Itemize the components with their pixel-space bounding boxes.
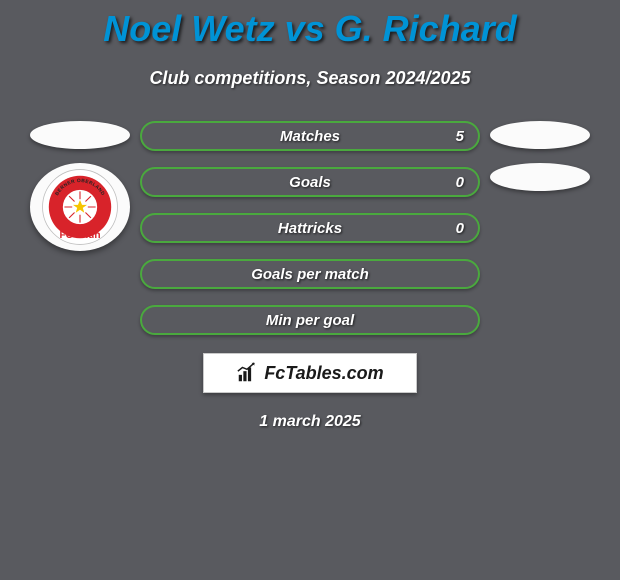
stat-label: Goals xyxy=(289,174,331,191)
stat-bar-hattricks: Hattricks 0 xyxy=(140,213,480,243)
stat-label: Min per goal xyxy=(266,312,354,329)
fc-thun-logo-icon: BERNER OBERLAND FC Thun xyxy=(41,168,119,246)
comparison-container: BERNER OBERLAND FC Thun Matches 5 Goals … xyxy=(0,121,620,335)
left-club-badge: BERNER OBERLAND FC Thun xyxy=(30,163,130,251)
stat-label: Goals per match xyxy=(251,266,369,283)
right-side xyxy=(480,121,600,191)
brand-text: FcTables.com xyxy=(264,363,383,384)
brand-badge: FcTables.com xyxy=(203,353,417,393)
right-club-avatar xyxy=(490,163,590,191)
stat-bar-goals-per-match: Goals per match xyxy=(140,259,480,289)
stats-bars: Matches 5 Goals 0 Hattricks 0 Goals per … xyxy=(140,121,480,335)
date-label: 1 march 2025 xyxy=(0,413,620,431)
page-subtitle: Club competitions, Season 2024/2025 xyxy=(0,68,620,89)
page-title: Noel Wetz vs G. Richard xyxy=(0,0,620,50)
stat-label: Matches xyxy=(280,128,340,145)
svg-text:FC Thun: FC Thun xyxy=(59,230,100,241)
stat-value-right: 5 xyxy=(456,128,464,145)
left-side: BERNER OBERLAND FC Thun xyxy=(20,121,140,251)
stat-bar-matches: Matches 5 xyxy=(140,121,480,151)
stat-label: Hattricks xyxy=(278,220,342,237)
left-player-avatar xyxy=(30,121,130,149)
stat-bar-min-per-goal: Min per goal xyxy=(140,305,480,335)
stat-bar-goals: Goals 0 xyxy=(140,167,480,197)
chart-icon xyxy=(236,362,258,384)
right-player-avatar xyxy=(490,121,590,149)
stat-value-right: 0 xyxy=(456,174,464,191)
stat-value-right: 0 xyxy=(456,220,464,237)
